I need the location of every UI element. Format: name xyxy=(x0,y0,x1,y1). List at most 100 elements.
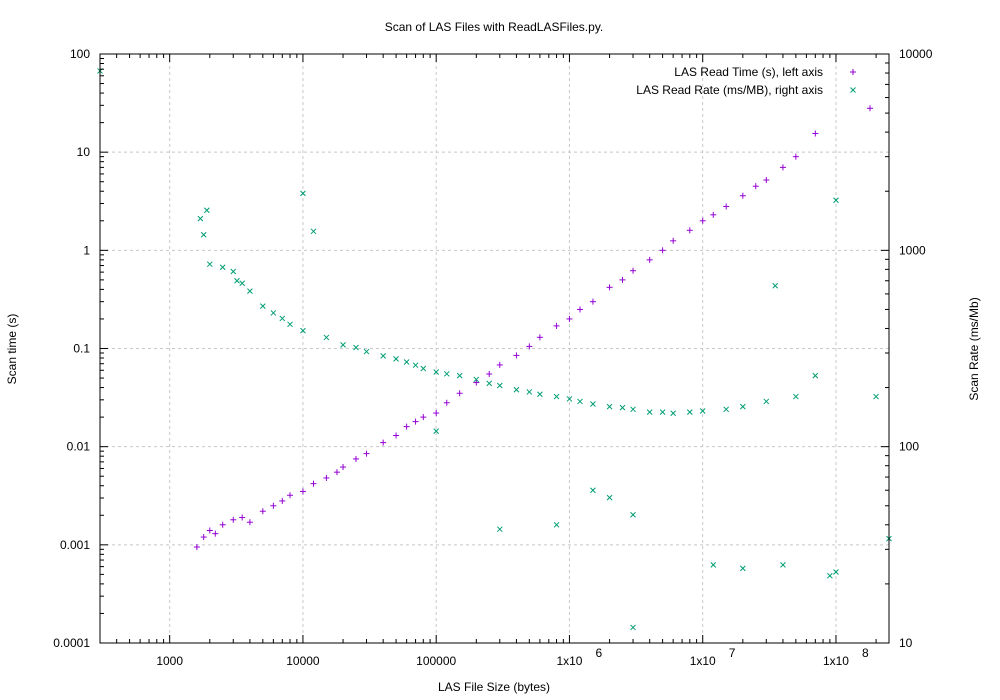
data-point-read-rate xyxy=(206,261,213,268)
data-point-read-rate xyxy=(646,409,653,415)
data-point-read-rate xyxy=(577,398,583,405)
data-point-read-rate xyxy=(323,334,330,341)
data-point-read-time xyxy=(486,370,493,377)
data-point-read-time xyxy=(287,492,294,499)
data-point-read-time xyxy=(630,267,637,274)
data-point-read-rate xyxy=(300,327,306,334)
data-point-read-rate xyxy=(234,277,240,284)
data-point-read-rate xyxy=(699,408,706,414)
data-point-read-rate xyxy=(590,487,596,494)
data-point-read-time xyxy=(193,544,200,551)
data-point-read-rate xyxy=(203,207,210,214)
y2-tick-label: 100 xyxy=(899,440,919,454)
y-tick-label: 0.01 xyxy=(67,440,91,454)
data-point-read-rate xyxy=(827,572,833,579)
data-point-read-rate xyxy=(473,376,480,383)
data-point-read-rate xyxy=(513,386,520,393)
y-tick-label: 1 xyxy=(83,243,90,257)
data-point-read-time xyxy=(206,527,213,534)
data-point-read-rate xyxy=(443,370,450,377)
data-point-read-rate xyxy=(630,511,636,518)
data-point-read-time xyxy=(792,153,799,160)
data-point-read-rate xyxy=(380,353,387,359)
data-point-read-time xyxy=(299,488,306,495)
y-tick-label: 100 xyxy=(70,47,90,61)
data-point-read-time xyxy=(553,322,560,329)
data-point-read-time xyxy=(763,177,770,184)
data-point-read-rate xyxy=(566,396,573,402)
data-point-read-rate xyxy=(279,315,286,322)
data-point-read-time xyxy=(699,217,706,224)
data-point-read-time xyxy=(393,432,400,439)
x-tick-label: 1000 xyxy=(156,654,183,668)
data-point-read-time xyxy=(866,105,873,112)
legend: LAS Read Time (s), left axis LAS Read Ra… xyxy=(636,65,856,97)
legend-marker-read-rate xyxy=(850,87,856,93)
data-point-read-time xyxy=(686,227,693,234)
data-point-read-rate xyxy=(526,389,533,395)
y2-tick-label: 10 xyxy=(899,636,913,650)
data-point-read-rate xyxy=(412,362,419,369)
data-point-read-time xyxy=(363,450,370,457)
data-point-read-rate xyxy=(723,406,730,413)
data-point-read-time xyxy=(259,508,266,515)
data-point-read-rate xyxy=(630,624,636,631)
data-point-read-time xyxy=(456,390,463,397)
data-point-read-rate xyxy=(606,494,613,501)
data-point-read-rate xyxy=(873,393,879,400)
legend-entry-read-time: LAS Read Time (s), left axis xyxy=(674,65,823,79)
data-point-read-rate xyxy=(793,393,799,400)
data-point-read-rate xyxy=(433,369,440,375)
y2-tick-label: 1000 xyxy=(899,243,926,257)
x-tick-exponent: 8 xyxy=(862,646,869,660)
x-tick-label: 10000 xyxy=(286,654,320,668)
data-point-read-rate xyxy=(619,404,626,411)
data-point-read-time xyxy=(420,414,427,421)
data-point-read-rate xyxy=(219,264,226,271)
data-point-read-rate xyxy=(670,410,677,417)
data-point-read-rate xyxy=(300,190,306,197)
data-point-read-rate xyxy=(763,398,770,405)
data-point-read-time xyxy=(589,298,596,305)
data-point-read-rate xyxy=(200,231,207,238)
axis-ticks: 1000 10000 100000 1x10 6 1x10 7 1x10 8 0.0001 0.00… xyxy=(53,47,932,668)
data-point-read-time xyxy=(246,519,253,526)
data-point-read-rate xyxy=(433,428,440,434)
data-point-read-rate xyxy=(833,569,839,575)
data-point-read-rate xyxy=(247,288,253,294)
data-point-read-time xyxy=(473,379,480,386)
data-point-read-time xyxy=(270,502,277,509)
y2-tick-label: 10000 xyxy=(899,47,933,61)
data-point-read-time xyxy=(659,247,666,254)
data-point-read-rate xyxy=(287,321,293,328)
y-tick-label: 10 xyxy=(77,145,91,159)
y-tick-label: 0.1 xyxy=(73,342,90,356)
y-axis-label: Scan time (s) xyxy=(5,314,19,385)
data-point-read-rate xyxy=(353,344,359,351)
data-point-read-time xyxy=(200,534,207,541)
data-point-read-time xyxy=(412,418,419,425)
data-point-read-time xyxy=(230,516,237,523)
data-point-read-time xyxy=(403,423,410,430)
data-point-read-time xyxy=(513,352,520,359)
grid xyxy=(100,53,889,644)
data-point-read-rate xyxy=(230,268,237,275)
data-point-read-time xyxy=(779,164,786,171)
data-point-read-time xyxy=(433,410,440,417)
data-point-read-time xyxy=(496,361,503,368)
legend-marker-read-time xyxy=(850,69,856,75)
data-point-read-rate xyxy=(659,409,666,415)
data-point-read-rate xyxy=(340,342,346,348)
data-point-read-time xyxy=(606,284,613,291)
data-point-read-time xyxy=(619,276,626,283)
data-point-read-rate xyxy=(420,365,427,372)
plot-frame xyxy=(99,53,890,644)
x-tick-exponent: 6 xyxy=(595,646,602,660)
data-point-read-time xyxy=(239,514,246,521)
data-point-read-rate xyxy=(710,562,717,568)
data-point-read-rate xyxy=(833,197,839,204)
x-axis-label: LAS File Size (bytes) xyxy=(438,680,550,694)
data-point-read-time xyxy=(710,211,717,218)
data-point-read-time xyxy=(646,256,653,263)
